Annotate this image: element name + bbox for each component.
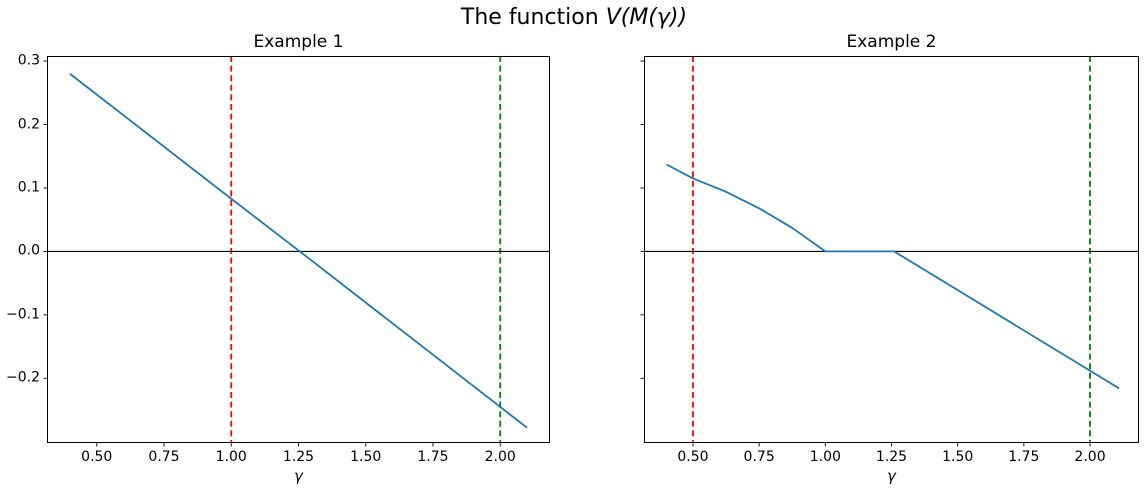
- y-tick-label: 0.2: [17, 116, 40, 133]
- figure-title: The function V(M(γ)): [0, 5, 1148, 31]
- x-tick-label: 0.50: [81, 449, 113, 465]
- x-tick-label: 2.00: [1074, 449, 1106, 465]
- x-tick-label: 0.50: [677, 449, 709, 465]
- figure-title-math: V(M(γ)): [605, 5, 688, 30]
- data-line: [666, 163, 1120, 390]
- x-tick-label: 1.50: [942, 449, 974, 465]
- y-tick-label: −0.2: [6, 369, 40, 386]
- y-tick-label: −0.1: [6, 306, 40, 323]
- axes-spines: [644, 56, 1139, 443]
- x-tick-label: 1.50: [350, 449, 382, 465]
- x-tick-label: 1.00: [215, 449, 247, 465]
- x-tick-label: 1.00: [809, 449, 841, 465]
- x-tick-label: 2.00: [484, 449, 516, 465]
- x-tick-label: 1.25: [282, 449, 315, 465]
- y-tick-label: 0.3: [17, 52, 40, 69]
- x-tick-label: 1.25: [875, 449, 908, 465]
- x-tick-label: 0.75: [148, 449, 180, 465]
- subplot-example-1: Example 1 γ 0.50 0.75 1.00 1.25 1.50 1.75 2.00…: [6, 33, 550, 484]
- x-tick-label: 0.75: [743, 449, 775, 465]
- figure-title-text: The function: [460, 5, 606, 30]
- plot-area: [640, 56, 1139, 447]
- subplot-title: Example 2: [846, 32, 937, 52]
- x-axis-label: γ: [887, 467, 896, 485]
- y-tick-label: 0.0: [17, 242, 40, 259]
- axes-spines: [47, 56, 550, 443]
- x-axis-label: γ: [294, 467, 303, 485]
- plot-area: [43, 56, 550, 447]
- x-tick-label: 1.75: [417, 449, 449, 465]
- subplot-example-2: Example 2 γ 0.50 0.75 1.00 1.25 1.50 1.75 2.00: [640, 33, 1139, 484]
- x-tick-label: 1.75: [1008, 449, 1040, 465]
- subplot-title: Example 1: [253, 32, 344, 52]
- data-line: [69, 73, 528, 429]
- y-tick-label: 0.1: [17, 179, 40, 196]
